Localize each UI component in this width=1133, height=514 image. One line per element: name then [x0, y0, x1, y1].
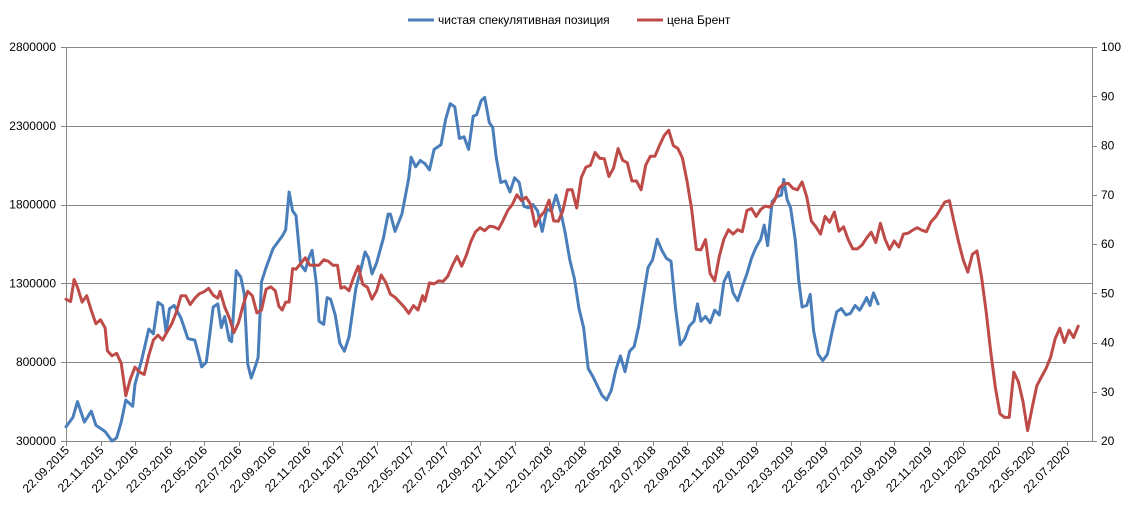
y-axis-right: 20 30 40 50 60 70 80 90 100 [1092, 40, 1121, 448]
y-right-tick-label: 30 [1101, 385, 1115, 399]
series-group [64, 95, 1080, 443]
y-left-tick-label: 300000 [16, 434, 56, 448]
y-right-tick-label: 40 [1101, 336, 1115, 350]
y-right-tick-label: 60 [1101, 237, 1115, 251]
y-right-tick-label: 80 [1101, 139, 1115, 153]
legend-label: чистая спекулятивная позиция [438, 13, 610, 27]
y-right-tick-label: 100 [1101, 40, 1121, 54]
series-line-1 [64, 95, 880, 443]
y-right-tick-label: 90 [1101, 89, 1115, 103]
legend: чистая спекулятивная позиция цена Брент [408, 13, 731, 27]
y-right-tick-label: 20 [1101, 434, 1115, 448]
x-axis: 22.09.201522.11.201522.01.201622.03.2016… [20, 441, 1092, 496]
y-left-tick-label: 2300000 [9, 119, 56, 133]
y-right-tick-label: 50 [1101, 286, 1115, 300]
legend-label: цена Брент [667, 13, 731, 27]
grid-lines [66, 47, 1093, 442]
series-line-2 [64, 128, 1080, 433]
y-right-tick-label: 70 [1101, 188, 1115, 202]
y-left-tick-label: 2800000 [9, 40, 56, 54]
y-left-tick-label: 1300000 [9, 276, 56, 290]
y-left-tick-label: 800000 [16, 355, 56, 369]
y-axis-left: 300000 800000 1300000 1800000 2300000 2800000 [9, 40, 66, 448]
y-left-tick-label: 1800000 [9, 198, 56, 212]
